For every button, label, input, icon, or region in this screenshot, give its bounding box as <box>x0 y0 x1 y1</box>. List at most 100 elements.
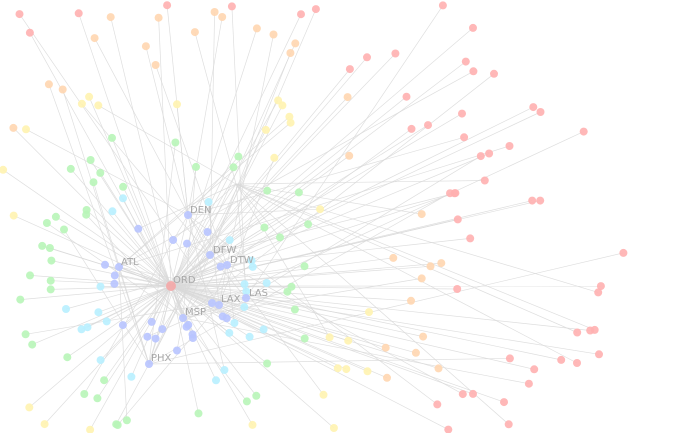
airport-node[interactable] <box>260 223 269 232</box>
airport-node[interactable] <box>316 205 325 214</box>
airport-node[interactable] <box>490 69 498 78</box>
airport-node[interactable] <box>300 262 309 271</box>
airport-node[interactable] <box>286 49 295 57</box>
airport-node[interactable] <box>363 53 371 62</box>
airport-node[interactable] <box>252 391 261 400</box>
airport-node[interactable] <box>263 359 272 368</box>
hub-node-phx[interactable] <box>145 360 153 368</box>
airport-node[interactable] <box>216 262 225 271</box>
airport-node[interactable] <box>110 279 119 288</box>
airport-node[interactable] <box>158 325 167 334</box>
airport-node[interactable] <box>122 416 131 425</box>
airport-node[interactable] <box>151 334 160 343</box>
airport-node[interactable] <box>113 421 122 429</box>
airport-node[interactable] <box>297 10 305 19</box>
airport-node[interactable] <box>102 317 111 326</box>
airport-node[interactable] <box>343 93 352 102</box>
airport-node[interactable] <box>171 138 180 147</box>
airport-node[interactable] <box>424 121 432 130</box>
airport-node[interactable] <box>290 305 299 314</box>
airport-node[interactable] <box>242 287 251 296</box>
airport-node[interactable] <box>451 189 460 198</box>
airport-node[interactable] <box>245 332 254 341</box>
airport-node[interactable] <box>407 296 415 305</box>
airport-node[interactable] <box>619 248 628 257</box>
airport-node[interactable] <box>212 376 220 385</box>
airport-node[interactable] <box>453 215 462 224</box>
airport-node[interactable] <box>225 236 234 245</box>
airport-node[interactable] <box>342 365 351 374</box>
airport-node[interactable] <box>500 398 508 407</box>
hub-node-ord[interactable] <box>166 281 176 291</box>
hub-node-dtw[interactable] <box>223 261 231 269</box>
airport-node[interactable] <box>594 288 603 297</box>
airport-node[interactable] <box>536 196 545 205</box>
airport-node[interactable] <box>524 379 533 388</box>
airport-node[interactable] <box>300 334 309 343</box>
airport-node[interactable] <box>96 356 105 365</box>
airport-node[interactable] <box>311 5 320 14</box>
airport-node[interactable] <box>21 330 30 339</box>
airport-node[interactable] <box>417 274 426 283</box>
airport-node[interactable] <box>528 196 537 205</box>
airport-node[interactable] <box>270 153 279 162</box>
airport-node[interactable] <box>45 244 54 252</box>
airport-node[interactable] <box>234 152 243 161</box>
airport-node[interactable] <box>242 397 251 406</box>
airport-node[interactable] <box>154 13 163 22</box>
airport-node[interactable] <box>391 49 400 58</box>
airport-node[interactable] <box>248 262 257 271</box>
airport-node[interactable] <box>345 65 354 74</box>
airport-node[interactable] <box>62 305 70 313</box>
airport-node[interactable] <box>469 23 477 32</box>
airport-node[interactable] <box>261 125 270 134</box>
airport-node[interactable] <box>119 194 127 203</box>
airport-node[interactable] <box>434 364 443 373</box>
airport-node[interactable] <box>259 325 268 334</box>
airport-node[interactable] <box>77 325 86 334</box>
airport-node[interactable] <box>287 282 296 291</box>
airport-node[interactable] <box>573 328 582 337</box>
airport-node[interactable] <box>9 123 18 132</box>
airport-node[interactable] <box>101 260 109 269</box>
airport-node[interactable] <box>16 295 25 304</box>
airport-node[interactable] <box>26 271 34 280</box>
airport-node[interactable] <box>169 236 178 244</box>
airport-node[interactable] <box>480 176 489 185</box>
airport-node[interactable] <box>93 394 102 403</box>
airport-node[interactable] <box>329 424 338 432</box>
airport-node[interactable] <box>222 314 231 323</box>
airport-node[interactable] <box>247 256 256 265</box>
airport-node[interactable] <box>183 239 191 248</box>
airport-node[interactable] <box>28 340 37 349</box>
airport-node[interactable] <box>304 220 313 229</box>
airport-node[interactable] <box>203 228 212 236</box>
hub-node-lax[interactable] <box>215 301 223 309</box>
airport-node[interactable] <box>141 42 150 51</box>
airport-node[interactable] <box>291 39 300 48</box>
airport-node[interactable] <box>505 142 514 150</box>
airport-node[interactable] <box>344 336 353 345</box>
airport-node[interactable] <box>173 346 181 355</box>
airport-node[interactable] <box>163 1 172 10</box>
airport-node[interactable] <box>383 373 391 382</box>
airport-node[interactable] <box>230 319 239 327</box>
airport-node[interactable] <box>89 178 98 187</box>
airport-node[interactable] <box>458 390 467 399</box>
airport-node[interactable] <box>458 109 466 118</box>
airport-node[interactable] <box>40 420 49 429</box>
airport-node[interactable] <box>83 323 92 332</box>
airport-node[interactable] <box>248 420 257 429</box>
airport-node[interactable] <box>86 156 95 164</box>
airport-node[interactable] <box>417 210 426 219</box>
airport-node[interactable] <box>437 259 446 268</box>
airport-node[interactable] <box>433 400 442 409</box>
airport-node[interactable] <box>389 253 398 262</box>
airport-node[interactable] <box>240 303 249 312</box>
airport-node[interactable] <box>579 127 588 136</box>
airport-node[interactable] <box>47 256 56 265</box>
airport-node[interactable] <box>46 276 55 285</box>
hub-node-atl[interactable] <box>115 263 123 271</box>
airport-node[interactable] <box>426 262 435 271</box>
airport-node[interactable] <box>476 152 485 161</box>
